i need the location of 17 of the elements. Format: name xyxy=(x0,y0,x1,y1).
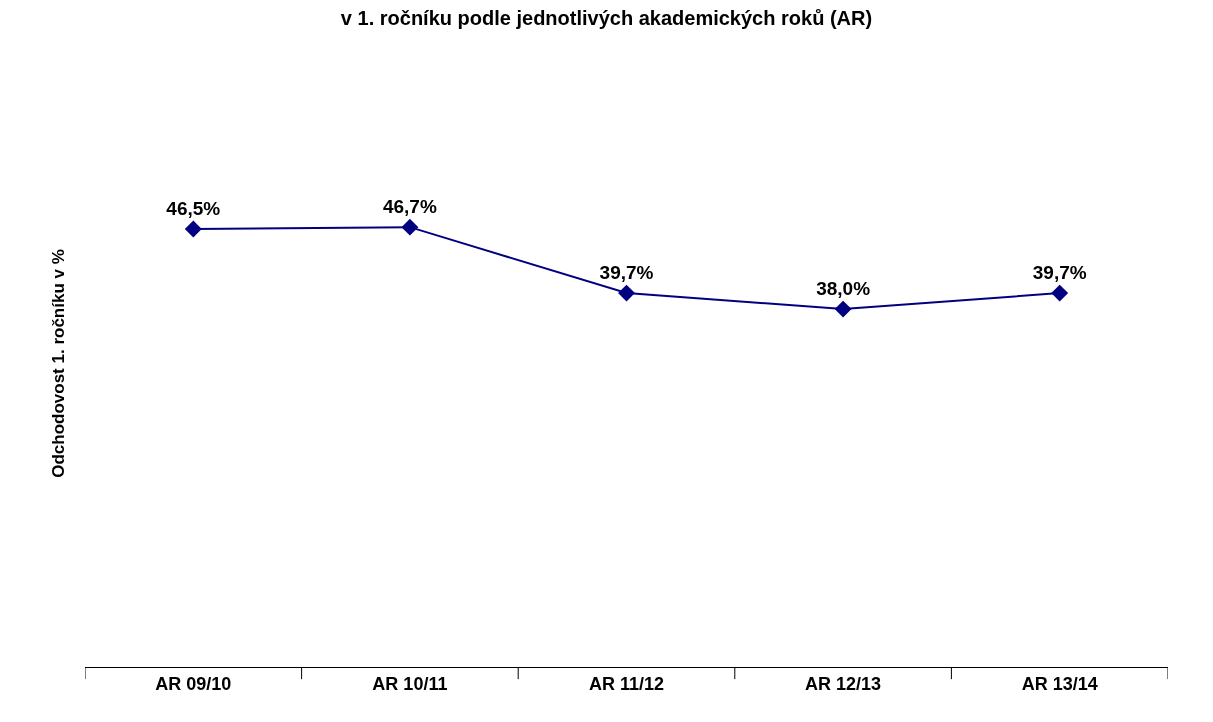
chart-title: v 1. ročníku podle jednotlivých akademických roků (AR) xyxy=(340,6,873,29)
x-tick-label: AR 09/10 xyxy=(155,673,232,694)
x-tick-label: AR 10/11 xyxy=(372,673,448,694)
data-label: 39,7% xyxy=(1032,262,1087,284)
data-label: 38,0% xyxy=(816,278,871,300)
data-label: 39,7% xyxy=(599,262,654,284)
x-tick-label: AR 13/14 xyxy=(1021,673,1098,694)
y-axis-title: Odchodovost 1. ročníku v % xyxy=(48,249,68,478)
point xyxy=(401,218,419,236)
point xyxy=(834,300,852,318)
x-tick-label: AR 12/13 xyxy=(805,673,882,694)
point xyxy=(1051,284,1069,302)
data-label: 46,7% xyxy=(382,196,437,218)
point xyxy=(184,220,202,238)
point xyxy=(618,284,635,302)
x-tick-label: AR 11/12 xyxy=(588,673,665,694)
data-label: 46,5% xyxy=(166,198,221,220)
